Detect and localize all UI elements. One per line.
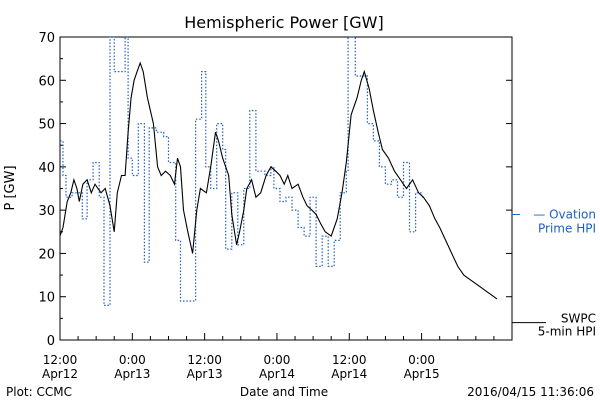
ovation-legend-label: Prime HPI xyxy=(538,221,596,235)
x-tick-label-time: 0:00 xyxy=(408,353,435,367)
y-tick-label: 70 xyxy=(38,31,55,46)
y-tick-label: 0 xyxy=(47,334,55,349)
y-tick-label: 20 xyxy=(38,247,55,262)
x-tick-label-date: Apr13 xyxy=(114,367,150,381)
x-tick-label-time: 12:00 xyxy=(43,353,78,367)
series-layer xyxy=(59,36,498,306)
series-line-ovation xyxy=(60,36,426,306)
swpc-legend-label: SWPC xyxy=(561,312,596,326)
x-tick-label-time: 12:00 xyxy=(332,353,367,367)
y-tick-label: 30 xyxy=(38,204,55,219)
x-tick-label-time: 12:00 xyxy=(187,353,222,367)
y-axis-label: P [GW] xyxy=(3,165,18,210)
x-tick-label-time: 0:00 xyxy=(119,353,146,367)
plot-timestamp: 2016/04/15 11:36:06 xyxy=(467,385,594,399)
y-axis-ticks: 0 10 20 30 40 50 60 70 xyxy=(38,31,512,349)
x-tick-label-date: Apr12 xyxy=(42,367,78,381)
x-tick-label-date: Apr13 xyxy=(187,367,223,381)
plot-credit: Plot: CCMC xyxy=(6,385,72,399)
y-tick-label: 40 xyxy=(38,161,55,176)
x-tick-label-time: 0:00 xyxy=(263,353,290,367)
x-axis-label: Date and Time xyxy=(240,385,328,399)
y-tick-label: 10 xyxy=(38,291,55,306)
series-line-swpc xyxy=(59,61,498,300)
ovation-legend-label: — Ovation xyxy=(533,207,596,221)
swpc-legend-label: 5-min HPI xyxy=(538,325,596,339)
x-tick-label-date: Apr14 xyxy=(259,367,295,381)
x-tick-label-date: Apr15 xyxy=(404,367,440,381)
y-tick-label: 50 xyxy=(38,118,55,133)
chart-title: Hemispheric Power [GW] xyxy=(184,13,383,32)
y-tick-label: 60 xyxy=(38,74,55,89)
x-tick-label-date: Apr14 xyxy=(331,367,367,381)
x-axis-ticks: 12:00Apr120:00Apr1312:00Apr130:00Apr1412… xyxy=(42,333,513,381)
